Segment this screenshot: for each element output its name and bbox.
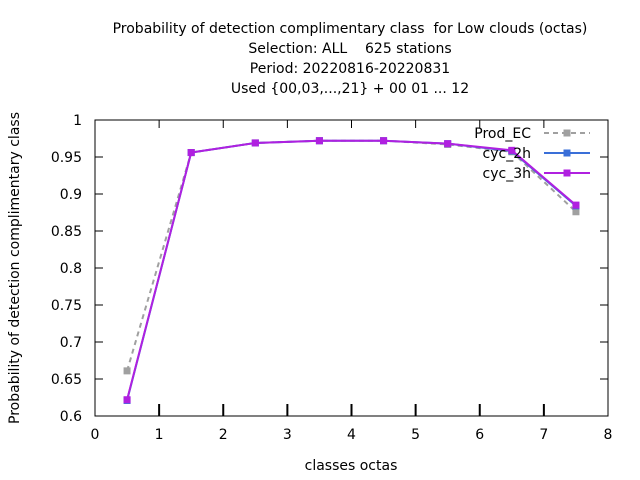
data-point xyxy=(572,201,580,209)
data-point xyxy=(508,146,516,154)
data-point xyxy=(572,208,580,216)
y-tick-label: 0.95 xyxy=(51,150,82,166)
series-line-cyc-3h xyxy=(126,139,577,400)
legend-marker xyxy=(563,149,571,157)
x-axis-label: classes octas xyxy=(305,458,398,474)
y-tick-label: 0.65 xyxy=(51,372,82,388)
y-axis-label: Probability of detection complimentary c… xyxy=(7,112,23,424)
legend: Prod_EC cyc_2h cyc_3h xyxy=(474,126,590,182)
y-tick-label: 0.8 xyxy=(60,261,82,277)
y-tick-label: 0.75 xyxy=(51,298,82,314)
y-tick-label: 0.9 xyxy=(60,187,82,203)
legend-marker xyxy=(563,169,571,177)
axis-ticks: 0 1 2 3 4 5 6 7 8 0.6 0.65 0.7 0.75 0.8 0.85 0.9 0.95 1 xyxy=(51,113,613,443)
data-point xyxy=(315,137,323,145)
x-tick-label: 2 xyxy=(219,427,228,443)
data-point xyxy=(444,140,452,148)
legend-marker xyxy=(563,129,571,137)
series-group xyxy=(123,137,580,404)
legend-label: cyc_3h xyxy=(483,166,531,182)
data-point xyxy=(187,149,195,157)
plot-frame xyxy=(94,119,609,417)
x-tick-label: 8 xyxy=(604,427,613,443)
x-tick-label: 0 xyxy=(91,427,100,443)
data-point xyxy=(251,139,259,147)
x-tick-label: 4 xyxy=(347,427,356,443)
y-tick-label: 0.85 xyxy=(51,224,82,240)
data-point xyxy=(123,367,131,375)
title-line-3: Period: 20220816-20220831 xyxy=(249,61,451,77)
data-point xyxy=(380,137,388,145)
y-tick-label: 1 xyxy=(73,113,82,129)
title-line-2: Selection: ALL 625 stations xyxy=(248,41,452,57)
x-tick-label: 6 xyxy=(475,427,484,443)
legend-label: Prod_EC xyxy=(474,126,531,142)
y-tick-label: 0.7 xyxy=(60,335,82,351)
title-line-1: Probability of detection complimentary c… xyxy=(112,21,588,37)
title-line-4: Used {00,03,...,21} + 00 01 ... 12 xyxy=(230,81,470,97)
y-tick-label: 0.6 xyxy=(60,409,82,425)
data-point xyxy=(123,396,131,404)
x-tick-label: 7 xyxy=(539,427,548,443)
x-tick-label: 5 xyxy=(411,427,420,443)
x-tick-label: 3 xyxy=(283,427,292,443)
x-tick-label: 1 xyxy=(155,427,164,443)
legend-label: cyc_2h xyxy=(483,146,531,162)
